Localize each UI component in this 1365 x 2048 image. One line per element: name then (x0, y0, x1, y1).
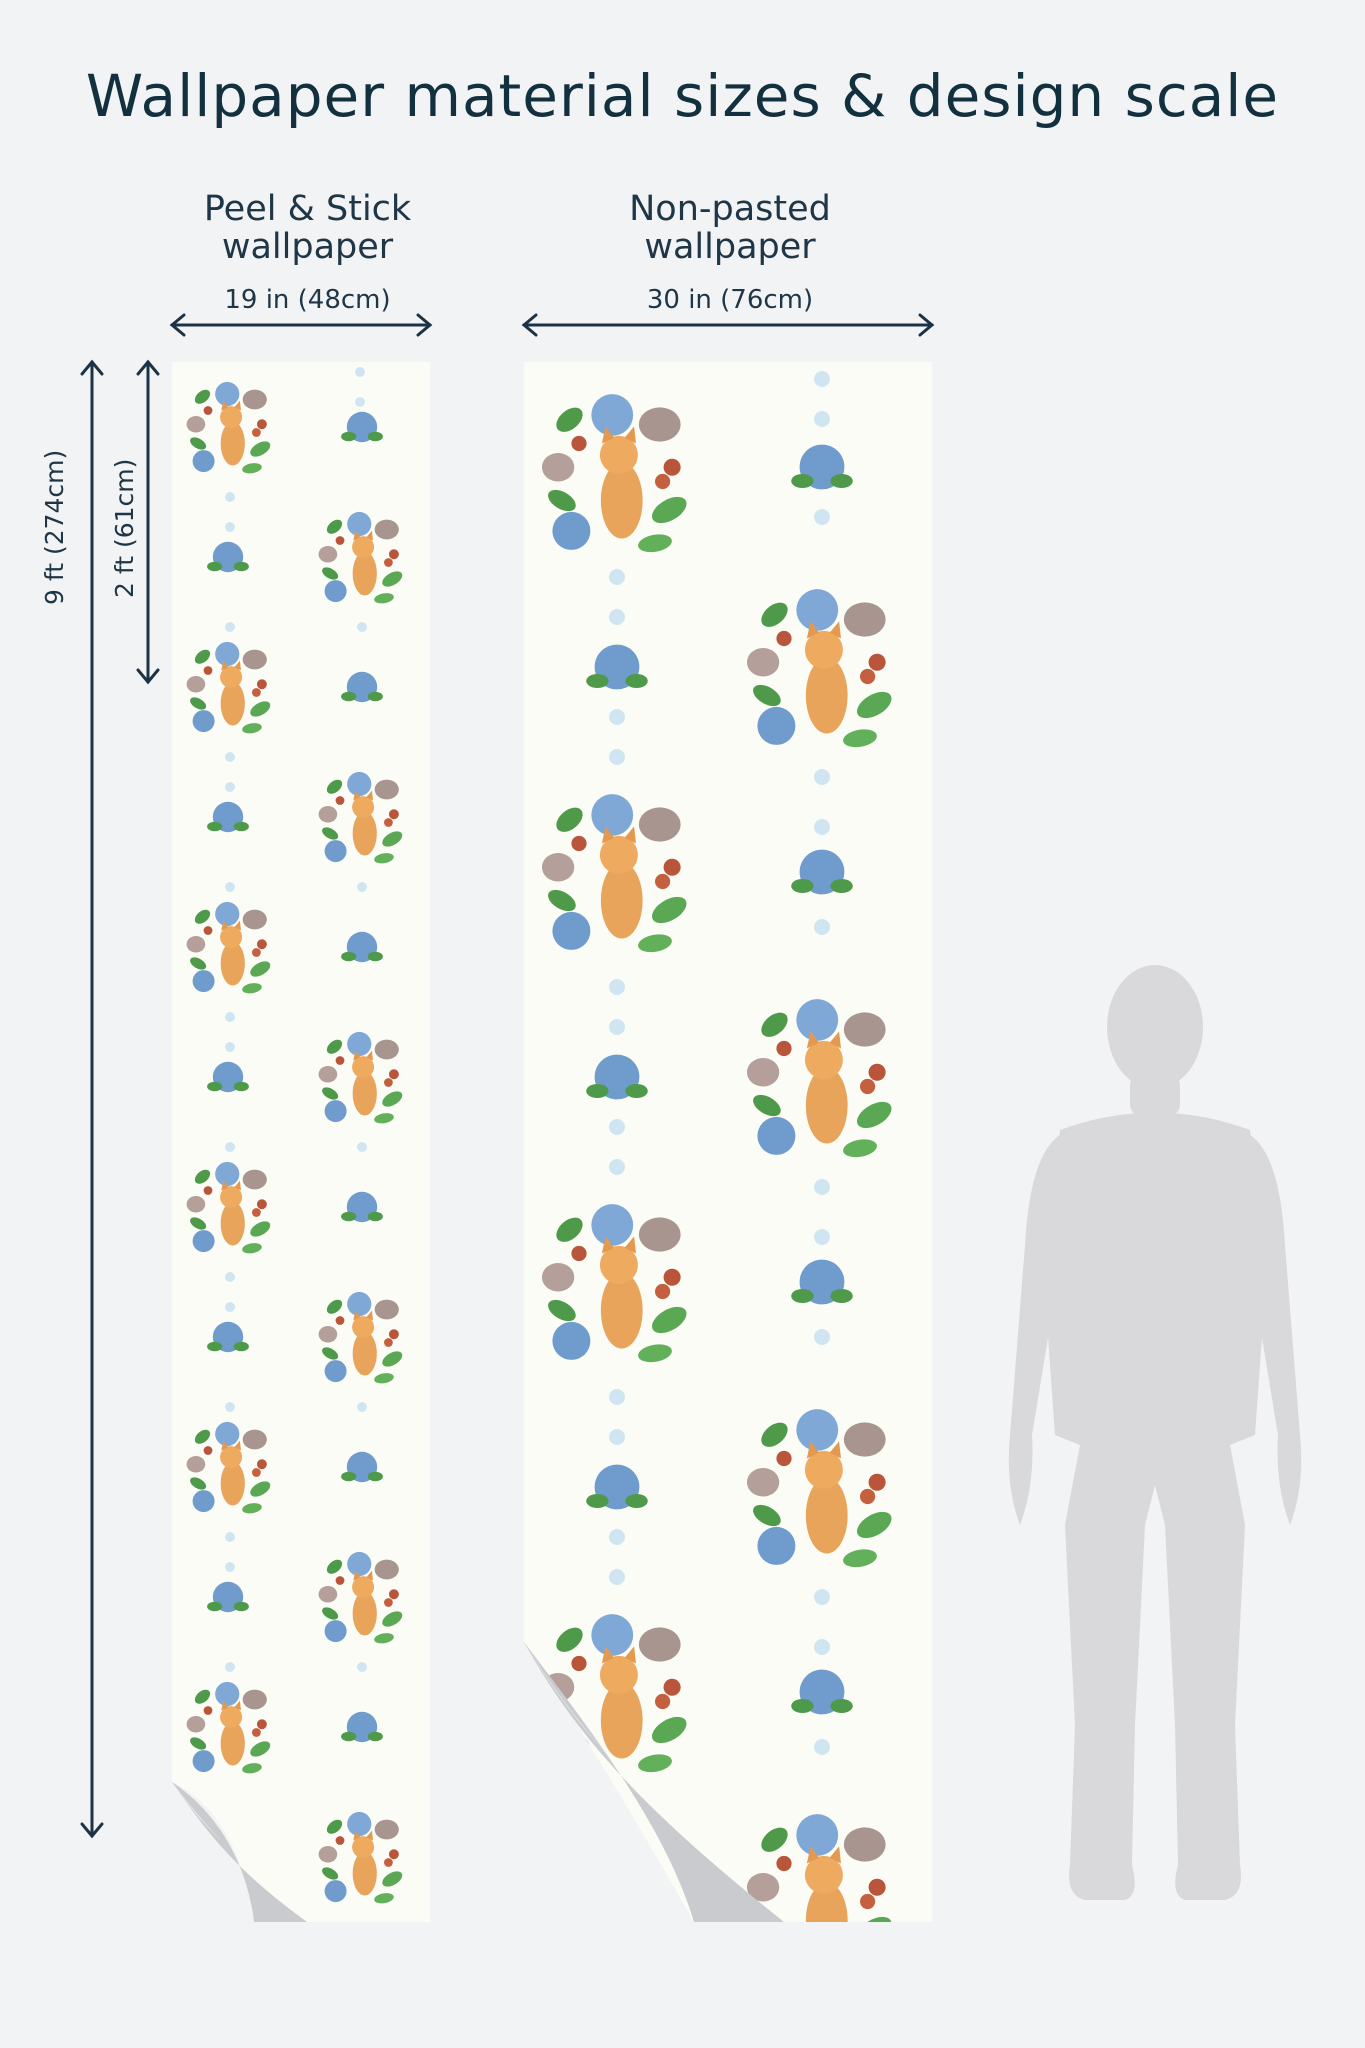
peel-stick-label-line1: Peel & Stick (203, 189, 412, 229)
page-curl-icon (172, 1782, 254, 1922)
page-title: Wallpaper material sizes & design scale (85, 62, 1280, 130)
peel-stick-pattern (172, 367, 405, 1922)
peel-stick-width-label: 19 in (48cm) (224, 285, 391, 315)
non-pasted-wallpaper-panel (524, 362, 932, 1922)
non-pasted-pattern (524, 371, 896, 1922)
non-pasted-label-line1: Non-pasted (629, 189, 831, 229)
non-pasted-label: Non-pasted wallpaper (560, 190, 900, 266)
peel-stick-label-line2: wallpaper (221, 227, 394, 267)
human-silhouette-icon (1008, 965, 1302, 1900)
peel-stick-label: Peel & Stick wallpaper (160, 190, 455, 266)
full-height-label: 9 ft (274cm) (40, 449, 69, 605)
peel-stick-wallpaper-panel (172, 362, 430, 1922)
non-pasted-width-label: 30 in (76cm) (646, 285, 814, 315)
repeat-height-label: 2 ft (61cm) (110, 458, 139, 598)
non-pasted-label-line2: wallpaper (644, 227, 816, 267)
page-curl-icon (524, 1642, 694, 1922)
